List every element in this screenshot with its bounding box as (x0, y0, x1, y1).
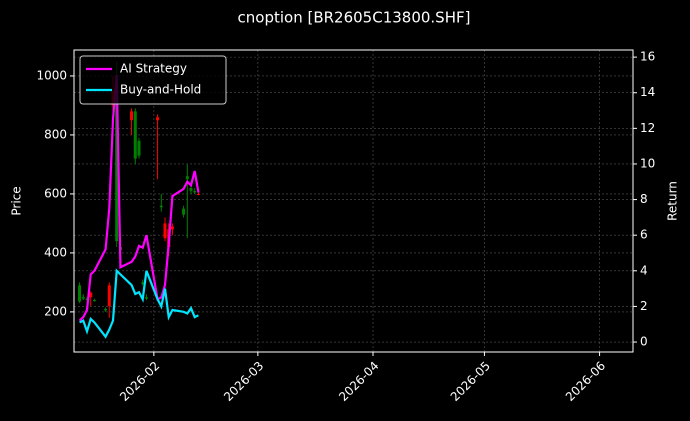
candle-body (159, 205, 163, 208)
candle-body (78, 285, 82, 302)
legend: AI Strategy Buy-and-Hold (79, 55, 227, 105)
y2-tick-label: 14 (640, 85, 655, 99)
y-tick-label: 200 (44, 304, 67, 318)
y-tick-label: 800 (44, 127, 67, 141)
y2-tick-label: 6 (640, 228, 648, 242)
y2-tick-label: 0 (640, 335, 648, 349)
candle-body (196, 193, 200, 195)
y2-tick-label: 16 (640, 50, 655, 64)
series-line (79, 268, 199, 339)
candle-body (141, 282, 145, 284)
candle-body (189, 188, 193, 191)
y2-tick-label: 2 (640, 299, 648, 313)
candle-body (81, 297, 85, 299)
candle-body (193, 190, 197, 193)
y2-axis-label: Return (666, 181, 680, 221)
plot-frame (73, 49, 634, 353)
candle-body (130, 111, 134, 121)
legend-box (79, 55, 227, 105)
candle-body (163, 223, 167, 239)
candle-body (185, 176, 189, 180)
legend-label: Buy-and-Hold (120, 83, 201, 97)
y2-tick-label: 8 (640, 192, 648, 206)
candle-body (144, 297, 148, 299)
candle-body (104, 308, 108, 311)
y2-tick-label: 10 (640, 156, 655, 170)
y-tick-label: 600 (44, 186, 67, 200)
candle-body (115, 81, 119, 242)
candle-body (85, 298, 89, 301)
y2-tick-label: 4 (640, 263, 648, 277)
y-tick-label: 400 (44, 245, 67, 259)
candle-body (182, 208, 186, 215)
legend-label: AI Strategy (120, 62, 187, 76)
candle-body (107, 285, 111, 306)
candle-body (170, 226, 174, 230)
candle-body (89, 292, 93, 298)
series-line (78, 74, 200, 322)
y-tick-label: 1000 (36, 68, 67, 82)
candle-body (92, 300, 96, 302)
candle-body (156, 117, 160, 121)
candle-body (137, 140, 141, 156)
y-axis-label: Price (10, 186, 24, 215)
y2-tick-label: 12 (640, 121, 655, 135)
chart-title: cnoption [BR2605C13800.SHF] (238, 9, 471, 27)
candle-body (133, 111, 137, 159)
